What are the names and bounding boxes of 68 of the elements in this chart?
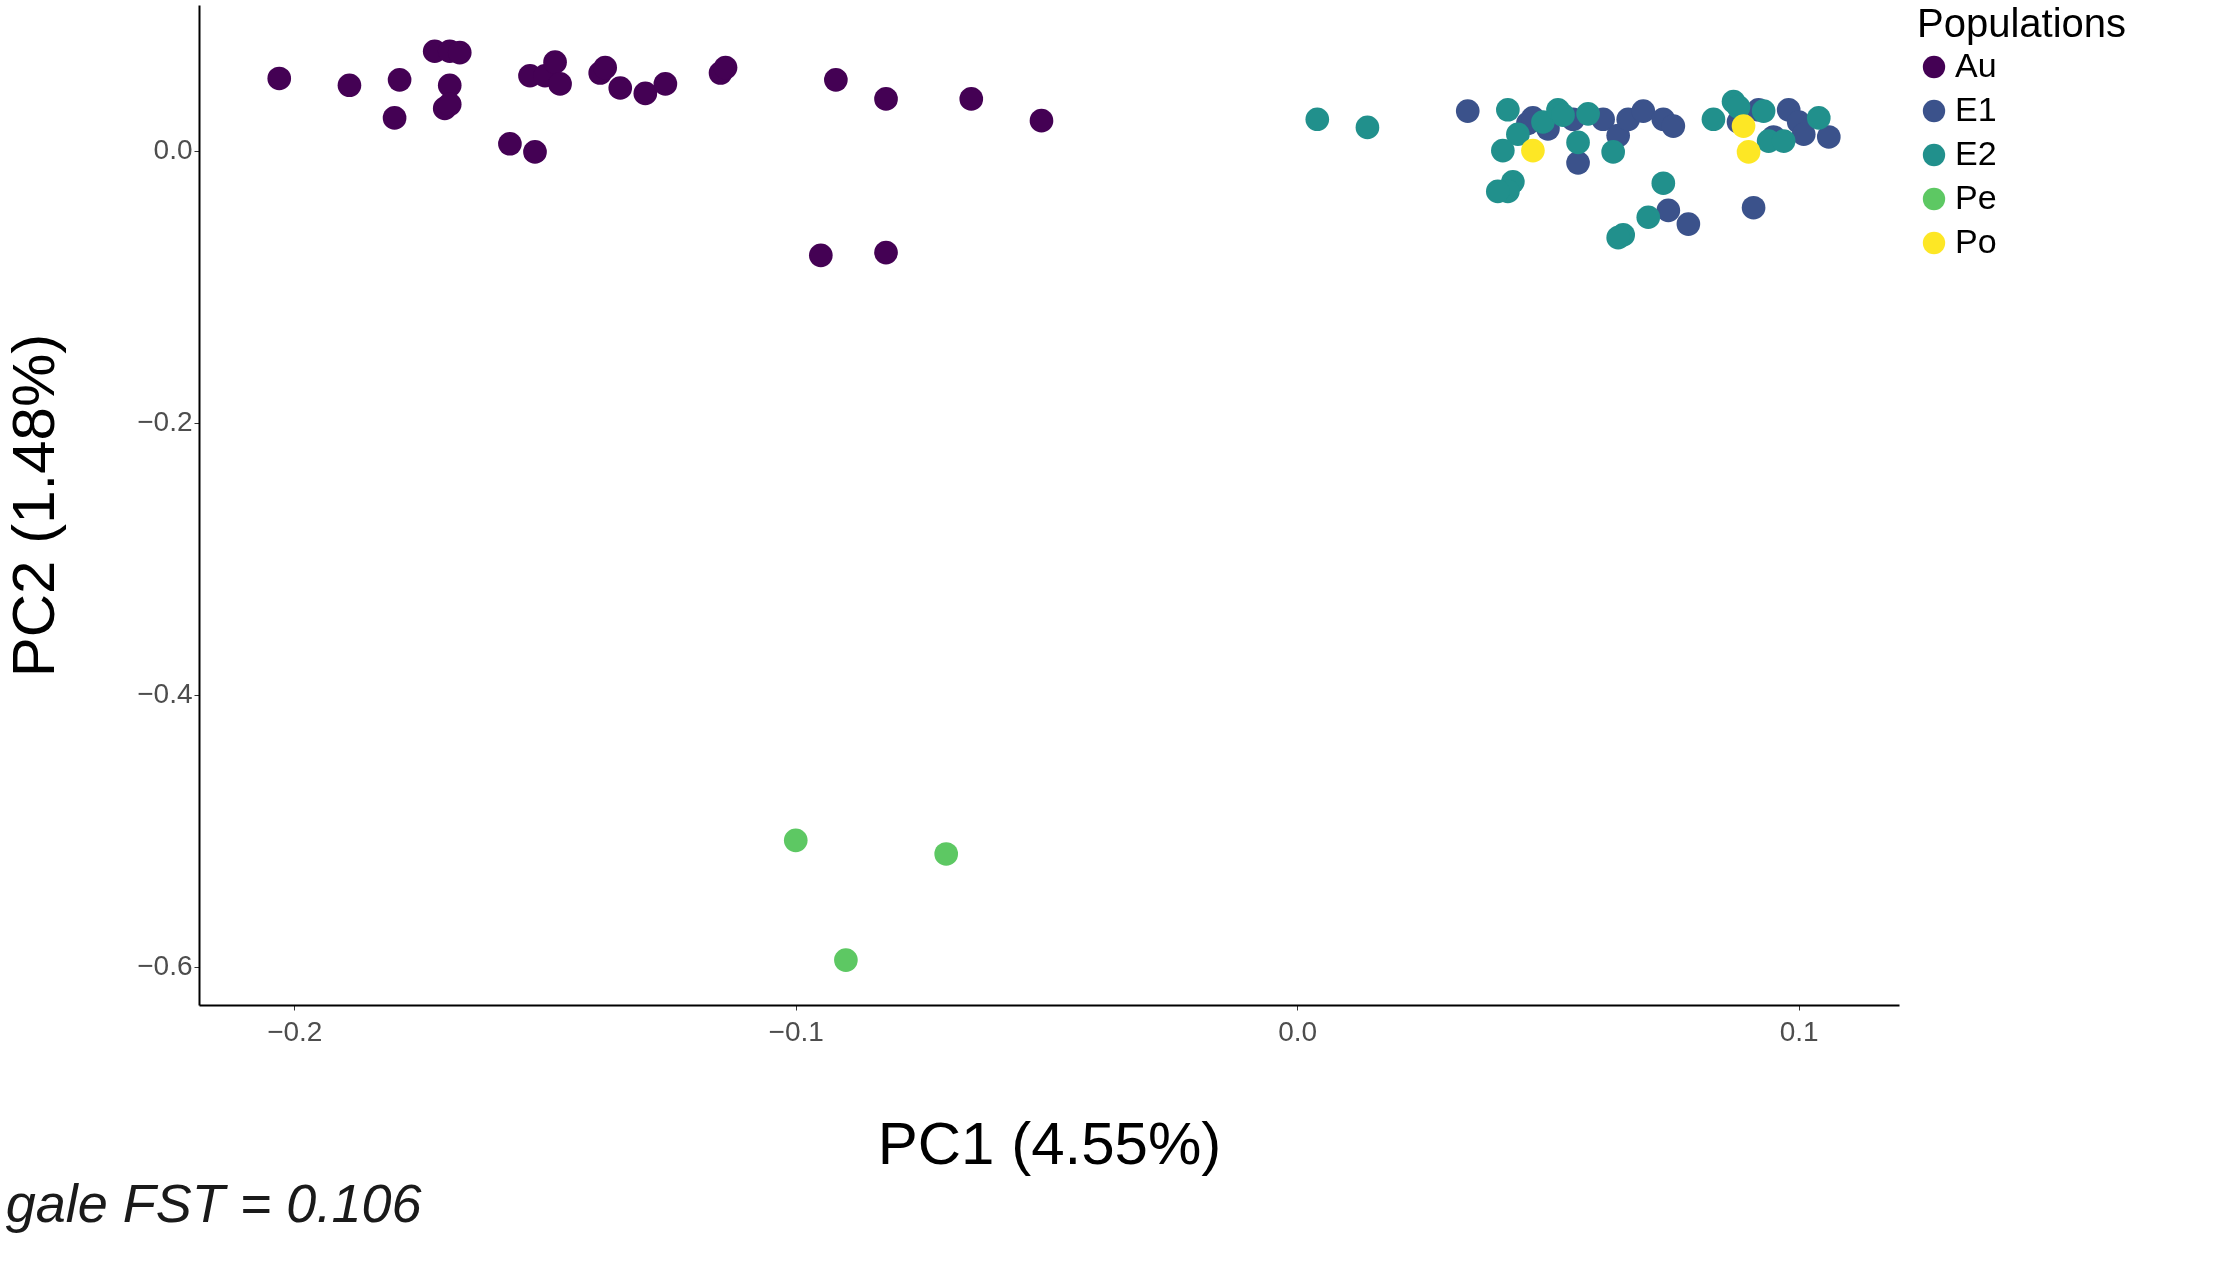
x-tick-label: −0.2 [267, 1015, 323, 1047]
y-axis-title: PC2 (1.48%) [0, 333, 68, 678]
text: gale FST = 0.106 [5, 1173, 423, 1233]
point [1736, 140, 1761, 164]
y-tick-label: −0.2 [137, 406, 193, 438]
point [1355, 115, 1380, 140]
point [1506, 122, 1530, 147]
point [1806, 106, 1831, 130]
point [543, 50, 567, 74]
point [713, 55, 738, 80]
x-tick-label: 0.1 [1779, 1015, 1819, 1047]
point [437, 92, 462, 117]
point [1029, 108, 1054, 133]
point [1701, 107, 1726, 132]
point [523, 140, 547, 164]
point [387, 68, 412, 92]
point [1651, 171, 1676, 196]
point [593, 55, 618, 80]
point [1496, 97, 1520, 122]
point [1741, 195, 1766, 220]
point [1751, 99, 1776, 123]
point [783, 828, 808, 853]
point [874, 87, 898, 111]
point [1601, 140, 1625, 164]
point [1731, 114, 1756, 138]
point [1656, 198, 1681, 223]
point [498, 131, 522, 156]
point [1816, 125, 1841, 149]
legend-title: Populations [1917, 1, 2127, 45]
point [1576, 102, 1600, 126]
legend-label: Po [1955, 222, 1997, 260]
point [267, 66, 292, 91]
y-tick-label: 0.0 [153, 134, 193, 166]
legend-label: Pe [1955, 178, 1997, 216]
x-axis-title: PC1 (4.55%) [877, 1109, 1222, 1177]
point [874, 240, 898, 265]
legend-label: E2 [1955, 134, 1997, 172]
point [824, 68, 848, 92]
x-tick-label: 0.0 [1278, 1015, 1318, 1047]
point [934, 842, 959, 866]
point [809, 243, 833, 268]
point [1521, 138, 1545, 163]
x-tick-label: −0.1 [768, 1015, 824, 1047]
point [1491, 138, 1515, 163]
point [1791, 122, 1816, 147]
legend-label: Au [1955, 46, 1997, 84]
legend-label: E1 [1955, 90, 1997, 128]
point [1661, 114, 1686, 138]
point [608, 76, 633, 100]
point [1305, 107, 1330, 132]
point [1551, 103, 1575, 128]
point [1566, 130, 1590, 155]
point [633, 81, 658, 106]
point [548, 72, 572, 96]
point [1455, 99, 1480, 123]
point [1636, 205, 1661, 230]
point [1631, 99, 1656, 123]
point [382, 106, 407, 130]
point [337, 73, 362, 98]
point [653, 72, 678, 96]
y-tick-label: −0.6 [137, 950, 193, 982]
point [1676, 212, 1701, 236]
point [959, 87, 984, 111]
point [834, 948, 858, 972]
point [1566, 151, 1590, 175]
point [437, 73, 462, 98]
y-tick-label: −0.4 [137, 678, 193, 710]
point [1726, 95, 1751, 119]
